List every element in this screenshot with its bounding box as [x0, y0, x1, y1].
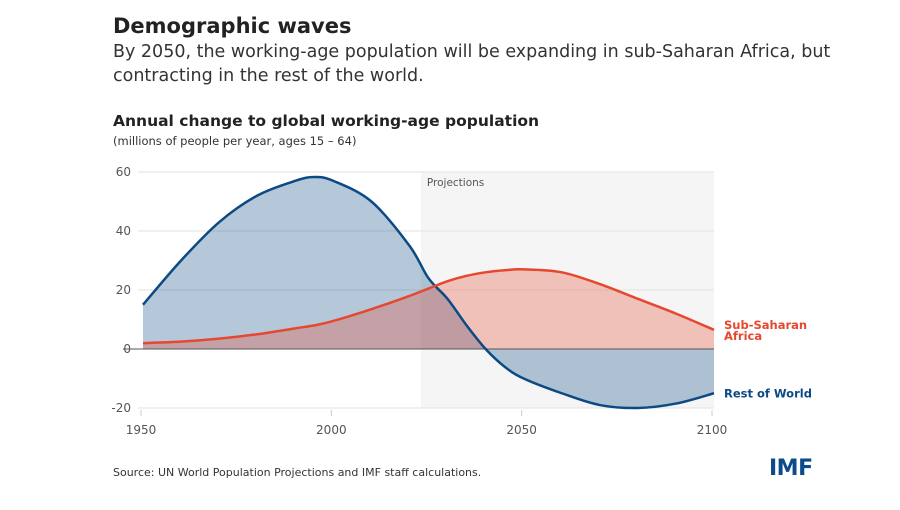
imf-logo: IMF: [769, 456, 813, 481]
rest-of-world-line: [142, 175, 715, 410]
ssa-area: [143, 269, 714, 349]
page-title: Demographic waves: [113, 14, 352, 38]
rest-of-world-series-label: Rest of World: [724, 386, 812, 400]
x-tick-label: 2100: [697, 423, 728, 437]
y-tick-label: 40: [116, 224, 131, 238]
y-tick-label: -20: [111, 401, 131, 415]
x-tick-label: 2000: [316, 423, 347, 437]
page-subtitle: By 2050, the working-age population will…: [113, 42, 831, 86]
y-tick-label: 0: [123, 342, 131, 356]
x-tick-label: 1950: [126, 423, 157, 437]
source-note: Source: UN World Population Projections …: [113, 466, 482, 479]
rest-of-world-area: [143, 177, 714, 409]
y-tick-label: 20: [116, 283, 131, 297]
y-tick-label: 60: [116, 165, 131, 179]
chart-subtitle: (millions of people per year, ages 15 – …: [113, 134, 357, 148]
ssa-series-label: Sub-Saharan: [724, 318, 807, 332]
projection-label: Projections: [427, 177, 484, 189]
chart-title: Annual change to global working-age popu…: [113, 112, 540, 130]
ssa-line: [142, 268, 715, 345]
x-tick-label: 2050: [506, 423, 537, 437]
ssa-series-label-2: Africa: [724, 329, 762, 343]
